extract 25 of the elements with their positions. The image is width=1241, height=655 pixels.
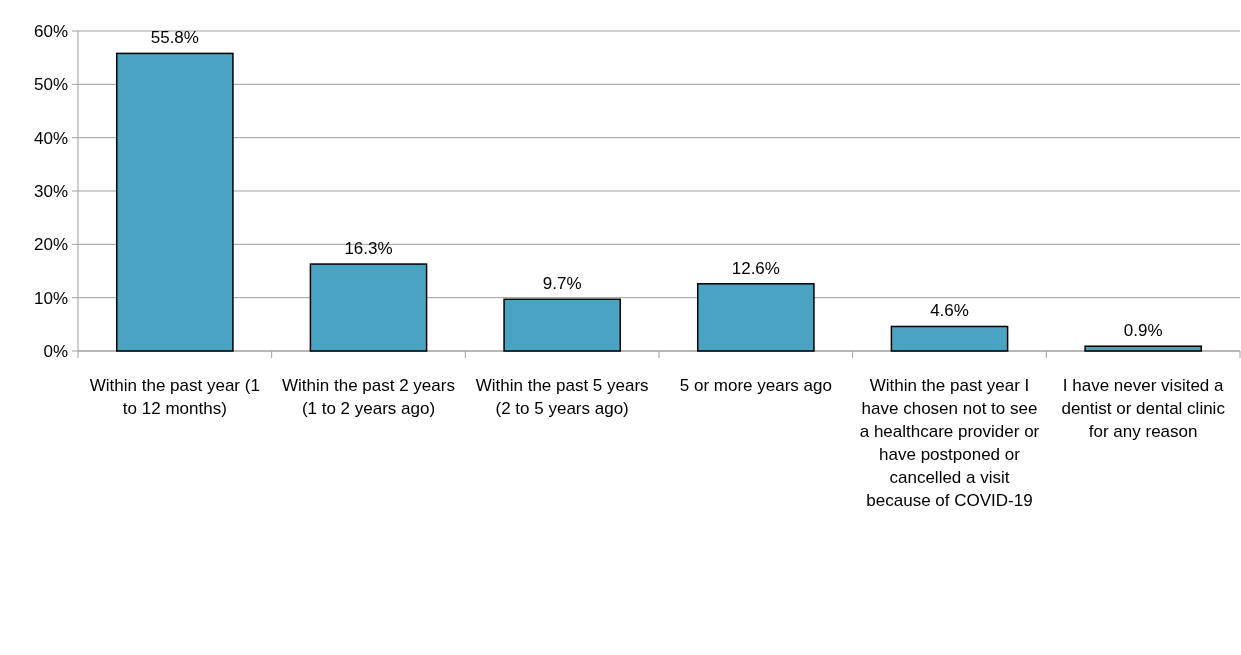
y-tick-label: 10% (33, 288, 68, 308)
bar (503, 298, 622, 352)
data-label: 12.6% (731, 258, 780, 278)
bar (696, 283, 815, 352)
y-tick-label: 30% (33, 181, 68, 201)
bar (890, 325, 1009, 352)
x-tick-label: Within the past year I have chosen not to see a healthcare provider or have postponed or cancelled a visit because of COVID-19 (859, 376, 1040, 510)
x-tick-label: Within the past 5 years (2 to 5 years ago) (475, 376, 649, 418)
data-label: 0.9% (1123, 321, 1163, 341)
y-tick-label: 50% (33, 75, 68, 95)
y-tick-label: 40% (33, 128, 68, 148)
x-tick-label: I have never visited a dentist or dental clinic for any reason (1061, 376, 1226, 441)
y-tick-label: 60% (33, 21, 68, 41)
bar (115, 52, 234, 352)
y-tick-label: 20% (33, 235, 68, 255)
data-label: 9.7% (542, 274, 582, 294)
bar (309, 263, 428, 352)
y-tick-label: 0% (43, 341, 68, 361)
data-label: 4.6% (930, 301, 969, 321)
x-tick-label: 5 or more years ago (679, 376, 832, 395)
data-label: 55.8% (150, 28, 199, 48)
x-tick-label: Within the past 2 years (1 to 2 years ago) (282, 376, 455, 418)
x-tick-label: Within the past year (1 to 12 months) (89, 376, 260, 418)
bar (1084, 345, 1203, 352)
data-label: 16.3% (344, 239, 393, 259)
